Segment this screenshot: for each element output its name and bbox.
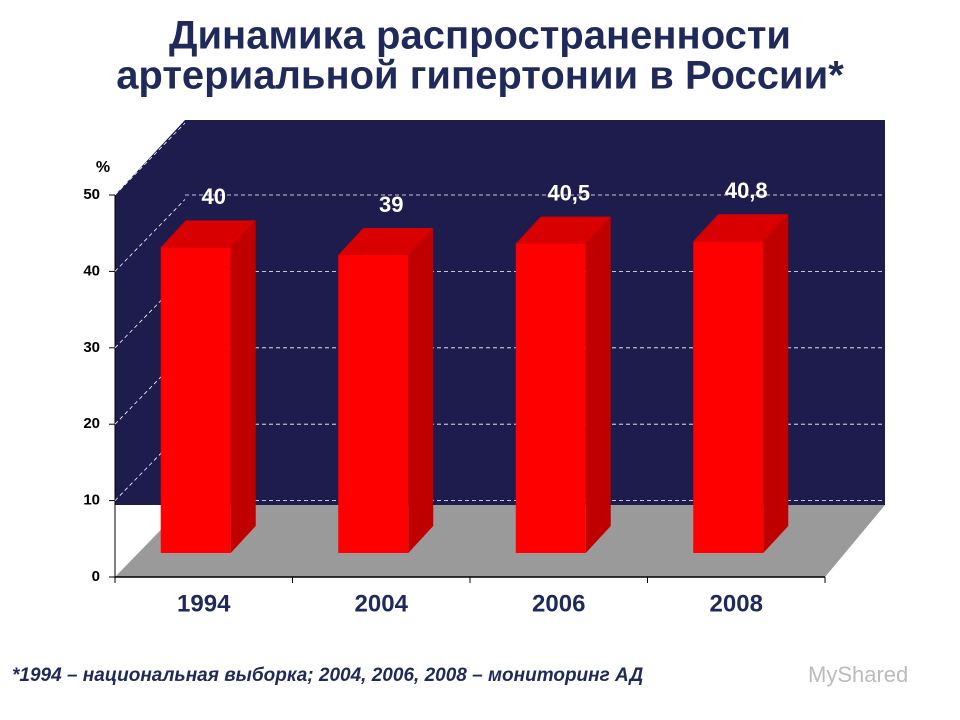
grid-line xyxy=(114,351,186,425)
bar-side xyxy=(763,214,789,553)
value-label: 40 xyxy=(202,184,226,209)
y-tick-label: 0 xyxy=(92,568,100,585)
title-line: Динамика распространенности xyxy=(169,14,791,58)
footnote: *1994 – национальная выборка; 2004, 2006… xyxy=(12,665,643,686)
bar xyxy=(160,247,231,553)
y-tick-label: 10 xyxy=(83,492,100,509)
value-label: 40,8 xyxy=(725,178,768,203)
bar-top xyxy=(338,228,434,256)
y-tick-label: 30 xyxy=(83,339,100,356)
x-tick-label: 1994 xyxy=(177,590,231,617)
bar xyxy=(338,255,409,554)
bar-top xyxy=(160,220,256,248)
grid-line xyxy=(114,199,186,272)
bar-side xyxy=(230,220,256,553)
value-label: 40,5 xyxy=(547,180,590,205)
value-label: 39 xyxy=(379,192,403,217)
grid-line xyxy=(114,275,186,349)
x-tick-label: 2004 xyxy=(355,590,409,617)
watermark: MyShared xyxy=(808,662,908,687)
y-tick-label: 50 xyxy=(83,186,100,203)
grid-line xyxy=(114,428,186,501)
bar-top xyxy=(515,216,611,244)
bar xyxy=(515,243,586,553)
grid-line xyxy=(114,122,186,196)
x-tick-label: 2008 xyxy=(710,590,763,617)
back-wall xyxy=(115,120,885,505)
y-tick-label: 20 xyxy=(83,415,100,432)
floor xyxy=(115,505,885,577)
bar-top xyxy=(693,214,789,242)
bar xyxy=(693,241,764,553)
bar-side xyxy=(408,228,434,554)
y-tick-label: 40 xyxy=(83,262,100,279)
x-tick-label: 2006 xyxy=(532,590,585,617)
bar-side xyxy=(585,216,611,553)
title-line: артериальной гипертонии в России* xyxy=(116,54,844,98)
y-axis-label: % xyxy=(96,159,110,176)
